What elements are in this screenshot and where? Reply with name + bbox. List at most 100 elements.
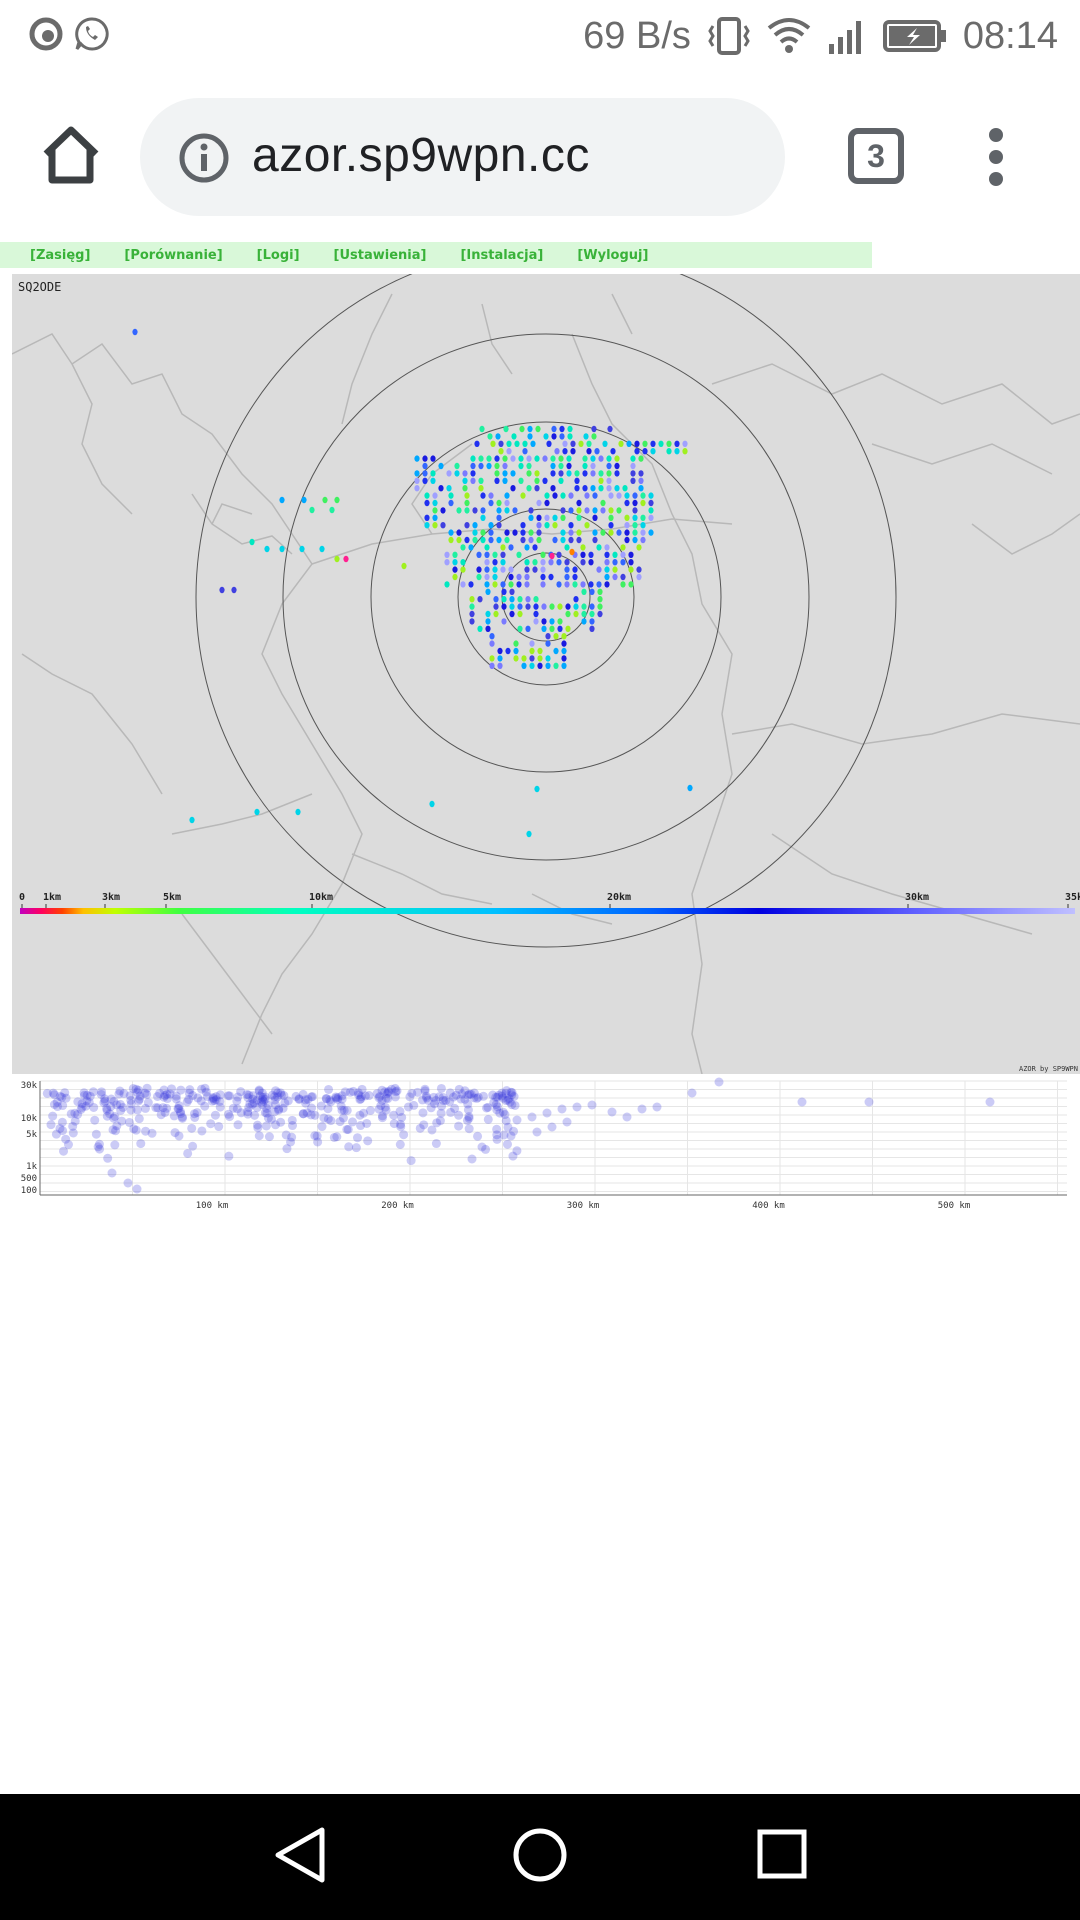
- scatter-point: [171, 1094, 181, 1104]
- range-point: [592, 529, 598, 536]
- range-point: [524, 559, 530, 566]
- scatter-point: [126, 1099, 136, 1109]
- range-point: [590, 455, 596, 462]
- range-point: [606, 455, 612, 462]
- range-point: [540, 566, 546, 573]
- app-notification-icon: [29, 17, 63, 51]
- scatter-point: [300, 1095, 310, 1105]
- scatter-point: [171, 1091, 181, 1101]
- range-point: [588, 581, 594, 588]
- range-point: [565, 603, 571, 610]
- scatter-point: [337, 1091, 347, 1101]
- scatter-point: [223, 1109, 233, 1119]
- home-icon[interactable]: [40, 124, 102, 186]
- tabs-icon[interactable]: 3: [848, 128, 904, 184]
- range-point: [509, 603, 515, 610]
- scatter-point: [488, 1090, 498, 1100]
- credit-label: AZOR by SP9WPN: [1019, 1065, 1078, 1073]
- range-point: [476, 551, 482, 558]
- scatter-point: [129, 1124, 139, 1134]
- range-point: [501, 618, 507, 625]
- scatter-y-tick: 30k: [21, 1081, 38, 1091]
- scatter-point: [177, 1113, 187, 1123]
- range-point: [583, 433, 589, 440]
- scatter-point: [276, 1117, 286, 1127]
- scatter-grid: [12, 1077, 1080, 1257]
- range-point: [616, 492, 622, 499]
- scatter-point: [498, 1107, 508, 1117]
- scatter-point: [134, 1096, 144, 1106]
- range-point: [510, 470, 516, 477]
- range-point: [462, 477, 468, 484]
- range-point: [528, 507, 534, 514]
- scatter-point: [375, 1091, 385, 1101]
- url-text[interactable]: azor.sp9wpn.cc: [252, 129, 590, 182]
- range-point: [600, 499, 606, 507]
- scatter-point: [174, 1101, 184, 1111]
- scatter-point: [322, 1094, 332, 1104]
- scatter-point: [454, 1121, 464, 1131]
- scatter-point: [396, 1119, 406, 1129]
- range-point: [606, 477, 612, 484]
- scatter-point: [321, 1093, 331, 1103]
- scatter-point: [84, 1097, 94, 1107]
- recent-apps-icon[interactable]: [756, 1828, 808, 1880]
- range-point: [516, 573, 522, 581]
- scatter-point: [507, 1100, 517, 1110]
- nav-link-logi[interactable]: [Logi]: [256, 247, 300, 263]
- home-circle-icon[interactable]: [512, 1824, 568, 1886]
- scatter-point: [463, 1099, 473, 1109]
- nav-link-porownanie[interactable]: [Porównanie]: [124, 247, 223, 263]
- scatter-point: [103, 1153, 113, 1163]
- range-point: [540, 573, 546, 581]
- scatter-point: [472, 1093, 482, 1103]
- info-icon[interactable]: [178, 132, 230, 184]
- range-point: [576, 529, 582, 536]
- scatter-point: [162, 1094, 172, 1104]
- range-point: [564, 544, 570, 551]
- more-vert-icon[interactable]: [986, 128, 1006, 186]
- range-point: [478, 485, 484, 492]
- range-point: [521, 655, 527, 662]
- scatter-point: [188, 1141, 198, 1151]
- range-point: [598, 485, 604, 492]
- scatter-point: [49, 1090, 59, 1100]
- nav-link-ustawienia[interactable]: [Ustawienia]: [333, 247, 427, 263]
- back-icon[interactable]: [270, 1824, 330, 1886]
- scatter-point: [177, 1112, 187, 1122]
- range-point: [329, 506, 335, 514]
- range-point: [612, 551, 618, 558]
- scatter-point: [248, 1094, 258, 1104]
- scatter-point: [429, 1099, 439, 1109]
- range-point: [624, 529, 630, 536]
- scatter-point: [281, 1130, 291, 1140]
- scatter-point: [254, 1086, 264, 1096]
- scatter-point: [165, 1089, 175, 1099]
- scatter-point: [426, 1103, 436, 1113]
- range-point: [620, 559, 626, 566]
- scatter-point: [306, 1110, 316, 1120]
- range-point: [484, 544, 490, 551]
- scatter-point: [454, 1084, 464, 1094]
- scatter-point: [441, 1095, 451, 1105]
- range-point: [322, 496, 328, 504]
- range-point: [553, 633, 559, 640]
- nav-link-instalacja[interactable]: [Instalacja]: [460, 247, 544, 263]
- scatter-point: [201, 1087, 211, 1097]
- range-point: [541, 603, 547, 610]
- url-bar[interactable]: azor.sp9wpn.cc: [140, 98, 785, 216]
- nav-link-wyloguj[interactable]: [Wyloguj]: [577, 247, 649, 263]
- range-point: [452, 566, 458, 573]
- scatter-point: [134, 1094, 144, 1104]
- range-point: [484, 559, 490, 566]
- nav-link-zasieg[interactable]: [Zasięg]: [30, 247, 91, 263]
- scatter-point: [200, 1101, 210, 1111]
- scatter-point: [359, 1108, 369, 1118]
- scatter-point: [94, 1139, 104, 1149]
- scatter-point: [547, 1122, 557, 1132]
- scatter-point: [310, 1131, 320, 1141]
- scatter-point: [303, 1094, 313, 1104]
- range-point: [590, 470, 596, 477]
- scatter-point: [389, 1110, 399, 1120]
- range-point: [640, 522, 646, 529]
